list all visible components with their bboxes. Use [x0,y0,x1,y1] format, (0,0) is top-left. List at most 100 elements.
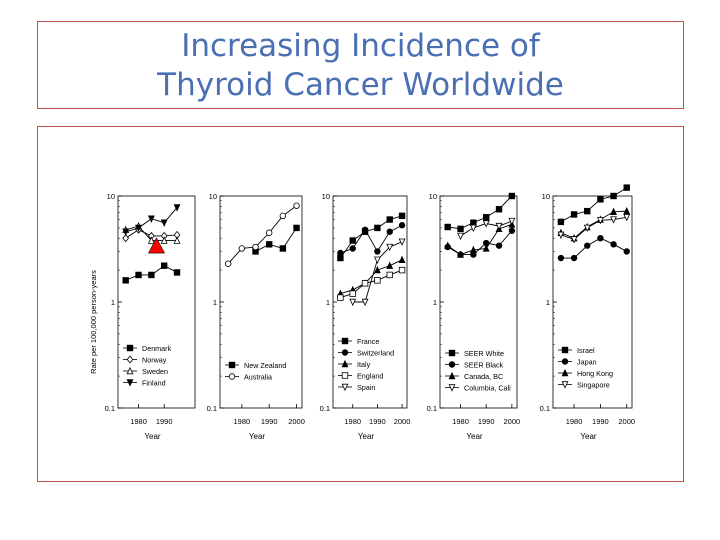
data-point-columbia-cali [469,224,477,233]
chart-panel-americas: 10 1 0.1 1980 1990 2000 Year SEER White SEER Bla… [427,192,521,441]
series-line-israel [560,187,627,223]
data-point-israel [597,196,604,203]
data-point-singapore [583,224,591,233]
data-point-switzerland [398,222,406,229]
series-japan [557,234,630,262]
x-tick-label: 1980 [130,417,147,426]
series-canada-bc [444,220,516,258]
slide-title-line-1: Increasing Incidence of [181,28,540,64]
legend-marker-spain [341,383,349,392]
chart-panel-nordic-countries: 10 1 0.1 1980 1990 Year Rate per 100,000 perso… [89,192,196,441]
x-tick-label: 2000 [288,417,305,426]
data-point-seer-white [444,223,451,231]
data-point-singapore [596,217,604,225]
data-point-israel [623,184,630,191]
data-point-japan [557,254,565,262]
series-line-australia [227,205,297,264]
data-point-israel [570,211,578,218]
data-point-hong-kong [610,207,617,215]
data-point-hong-kong [623,206,631,215]
x-tick-label: 1990 [478,417,495,426]
chart-panel-asia: 10 1 0.1 1980 1990 2000 Year Israel Japan Hong Ko… [540,184,635,441]
chart-panel-oceania: 10 1 0.1 1980 1990 2000 Year New Zealand Austral… [207,192,305,441]
y-tick-label: 0.1 [207,404,217,413]
y-tick-label: 1 [213,298,217,307]
legend-americas: SEER White SEER Black Canada, BC Columbia, … [445,349,511,393]
legend-label-australia: Australia [244,373,272,382]
y-axis-label: Rate per 100,000 person-years [89,270,98,374]
panel-frame [117,195,196,409]
y-tick-label: 10 [429,192,437,201]
legend-oceania: New Zealand Australia [225,361,286,382]
data-point-australia [293,202,300,209]
data-point-singapore [557,231,565,239]
y-tick-label: 0.1 [427,404,437,413]
x-tick-label: 2000 [618,417,635,426]
x-tick-label: 1980 [452,417,469,426]
data-point-japan [623,248,630,255]
chart-box [37,126,684,482]
data-point-finland [147,215,155,223]
data-point-columbia-cali [457,232,464,241]
data-point-italy [373,265,381,274]
legend-label-new-zealand: New Zealand [244,361,286,370]
legend-marker-finland [126,379,134,387]
legend-label-italy: Italy [357,360,371,369]
y-tick-label: 10 [107,192,115,201]
data-point-sweden [160,236,168,244]
data-point-england [398,266,406,274]
x-axis-label: Year [249,432,266,441]
data-point-australia [266,229,273,236]
y-tick-label: 0.1 [105,404,115,413]
data-point-seer-white [457,225,464,233]
series-seer-black [444,227,516,258]
legend-marker-denmark [126,344,134,352]
data-point-england [349,290,356,297]
data-point-seer-black [508,227,516,234]
series-line-seer-black [447,230,513,256]
legend-label-japan: Japan [577,358,597,367]
legend-label-spain: Spain [357,383,375,392]
series-line-canada-bc [447,223,513,256]
series-denmark [122,262,181,284]
data-point-japan [610,241,617,248]
legend-marker-seer-black [448,361,456,368]
data-point-finland [173,204,181,212]
data-point-japan [570,254,578,262]
legend-label-columbia-cali: Columbia, Cali [464,384,511,393]
legend-marker-israel [561,346,569,354]
y-tick-label: 10 [209,192,217,201]
legend-label-hong-kong: Hong Kong [577,369,613,378]
data-point-spain [398,238,406,246]
data-point-switzerland [386,228,393,235]
data-point-canada-bc [469,245,477,254]
data-point-australia [252,243,259,251]
data-point-sweden [147,236,155,244]
data-point-seer-white [470,219,477,226]
x-tick-label: 2000 [504,417,521,426]
y-tick-label: 0.1 [540,404,550,413]
legend-europe: France Switzerland Italy England Spain [338,337,394,392]
data-point-japan [584,242,591,249]
legend-marker-hong-kong [561,368,569,377]
data-point-finland [160,219,168,227]
data-point-denmark [122,277,129,284]
data-point-england [361,280,369,287]
series-finland [122,204,181,236]
series-line-singapore [560,216,627,240]
data-point-england [374,277,381,284]
x-tick-label: 1990 [261,417,278,426]
legend-marker-sweden [126,366,134,375]
series-france [337,212,406,262]
data-point-denmark [173,269,181,276]
series-israel [557,184,630,226]
data-point-sweden [173,236,181,244]
x-tick-label: 2000 [394,417,411,426]
series-line-hong-kong [560,210,627,239]
data-point-seer-black [495,242,503,249]
data-point-england [337,294,344,301]
data-point-denmark [135,271,142,279]
data-point-spain [373,256,381,264]
series-line-new-zealand [255,227,297,252]
legend-label-england: England [357,372,383,381]
